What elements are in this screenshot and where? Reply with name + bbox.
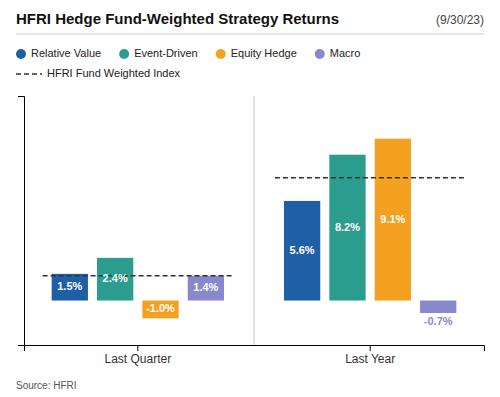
subtitle: (9/30/23) [436, 13, 484, 27]
tick-mark [370, 345, 371, 351]
tick-mark [137, 345, 138, 351]
legend-swatch [119, 49, 129, 59]
legend-label: Relative Value [31, 47, 101, 59]
title-rule [16, 34, 484, 35]
data-label: -0.7% [424, 315, 453, 327]
tick-label: Last Quarter [104, 352, 171, 366]
reference-line [43, 275, 234, 277]
data-label: 1.4% [193, 281, 218, 293]
bar [52, 274, 88, 301]
legend-label: Equity Hedge [231, 47, 297, 59]
bar [188, 276, 224, 301]
tick: Last Quarter [104, 345, 171, 366]
data-label: 2.4% [103, 272, 128, 284]
legend-swatch [315, 49, 325, 59]
plot-area [43, 139, 466, 319]
data-label: 9.1% [380, 213, 405, 225]
bar [375, 139, 411, 301]
data-label: 8.2% [335, 221, 360, 233]
legend-item: Event-Driven [119, 47, 198, 59]
axis-line [25, 346, 485, 352]
axis-line [18, 97, 25, 346]
chart: HFRI Hedge Fund-Weighted Strategy Return… [0, 0, 500, 397]
legend-swatch [216, 49, 226, 59]
dividers [254, 96, 255, 345]
group-divider [254, 96, 255, 345]
bar [142, 301, 178, 319]
bar [329, 155, 365, 301]
tick: Last Year [345, 345, 395, 366]
annotation: Source: HFRI [16, 380, 77, 391]
legend: Relative Value Event-Driven Equity Hedge Ma… [16, 47, 360, 79]
bar [97, 258, 133, 301]
bar [420, 301, 456, 313]
legend-swatch [16, 49, 26, 59]
legend-label: Event-Driven [134, 47, 198, 59]
legend-swatch [16, 73, 42, 75]
y-axis [18, 97, 25, 346]
title: HFRI Hedge Fund-Weighted Strategy Return… [16, 10, 339, 27]
tick-label: Last Year [345, 352, 395, 366]
legend-item: Macro [315, 47, 361, 59]
bar [284, 201, 320, 301]
data-label: 1.5% [57, 280, 82, 292]
data-label: 5.6% [290, 244, 315, 256]
x-axis: Last Quarter Last Year [25, 345, 485, 366]
data-label: -1.0% [146, 302, 175, 314]
data-labels: 1.5% 5.6% 2.4% 8.2% -1.0% 9.1% 1.4% -0.7% [57, 213, 453, 327]
legend-item: Relative Value [16, 47, 101, 59]
legend-label: Macro [330, 47, 361, 59]
legend-item: Equity Hedge [216, 47, 297, 59]
reference-line [275, 177, 466, 179]
legend-item: HFRI Fund Weighted Index [16, 67, 181, 79]
legend-label: HFRI Fund Weighted Index [47, 67, 181, 79]
